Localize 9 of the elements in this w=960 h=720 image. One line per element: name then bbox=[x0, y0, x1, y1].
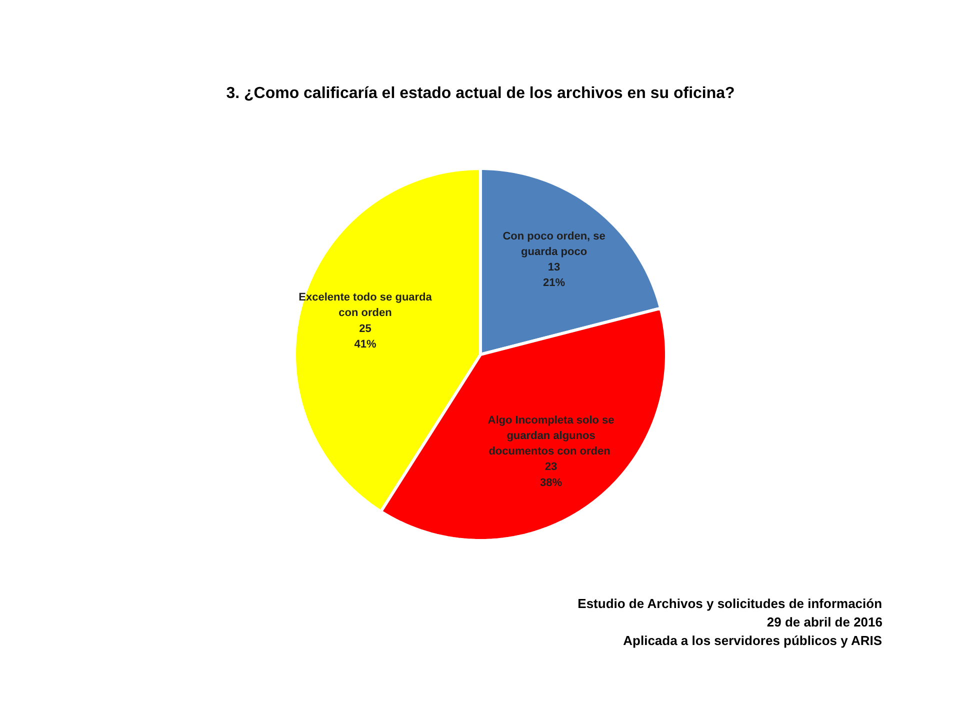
data-label: 25 41% bbox=[354, 322, 376, 350]
text: 29 de abril de 2016 bbox=[766, 614, 882, 630]
slice-label: Con poco orden, se guarda poco bbox=[502, 230, 606, 258]
text: Aplicada a los servidores públicos y ARIS bbox=[623, 633, 882, 648]
chart-title: 3. ¿Como calificaría el estado actual de los archivos en su oficina? bbox=[226, 85, 735, 102]
data-label: 23 38% bbox=[540, 461, 562, 489]
slice-label: Algo Incompleta solo se guardan algunos documentos con orden bbox=[488, 414, 614, 458]
data-label: 13 21% bbox=[543, 261, 566, 290]
text: Estudio de Archivos y solicitudes de información bbox=[578, 596, 882, 611]
